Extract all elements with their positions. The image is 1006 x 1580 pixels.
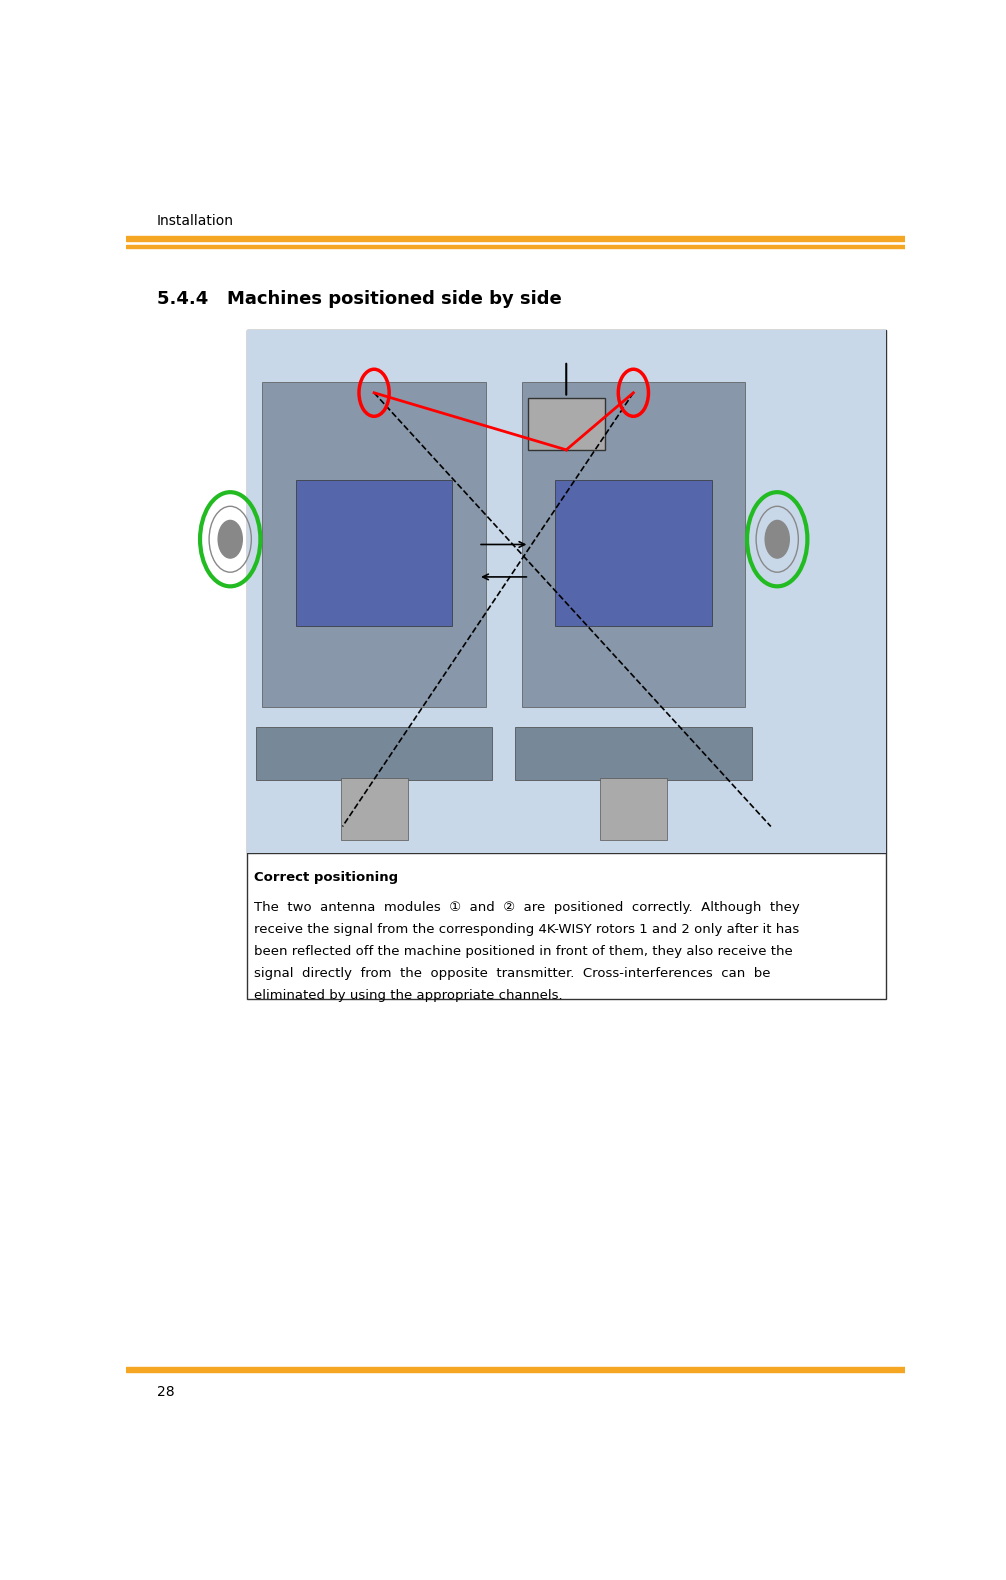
Bar	[126, 245, 905, 248]
Bar	[528, 398, 605, 450]
Bar	[256, 727, 492, 779]
Text: Correct positioning: Correct positioning	[255, 871, 398, 883]
Bar	[296, 480, 453, 626]
Text: 5.4.4   Machines positioned side by side: 5.4.4 Machines positioned side by side	[157, 291, 561, 308]
Text: been reflected off the machine positioned in front of them, they also receive th: been reflected off the machine positione…	[255, 945, 793, 957]
Text: The  two  antenna  modules  ①  and  ②  are  positioned  correctly.  Although  th: The two antenna modules ① and ② are posi…	[255, 901, 800, 915]
Text: Installation: Installation	[157, 215, 234, 228]
Circle shape	[218, 520, 242, 558]
Bar	[515, 727, 751, 779]
Bar	[246, 330, 886, 853]
Bar	[600, 777, 667, 841]
Text: signal  directly  from  the  opposite  transmitter.  Cross-interferences  can  b: signal directly from the opposite transm…	[255, 967, 771, 980]
Bar	[555, 480, 711, 626]
Bar	[246, 330, 886, 853]
Text: 28: 28	[157, 1384, 175, 1398]
Bar	[340, 777, 407, 841]
Bar	[246, 853, 886, 999]
Text: receive the signal from the corresponding 4K-WISY rotors 1 and 2 only after it h: receive the signal from the correspondin…	[255, 923, 800, 937]
Bar	[126, 235, 905, 240]
Circle shape	[766, 520, 790, 558]
Bar	[126, 1367, 905, 1371]
Bar	[263, 382, 486, 706]
Bar	[521, 382, 745, 706]
Text: eliminated by using the appropriate channels.: eliminated by using the appropriate chan…	[255, 989, 563, 1002]
